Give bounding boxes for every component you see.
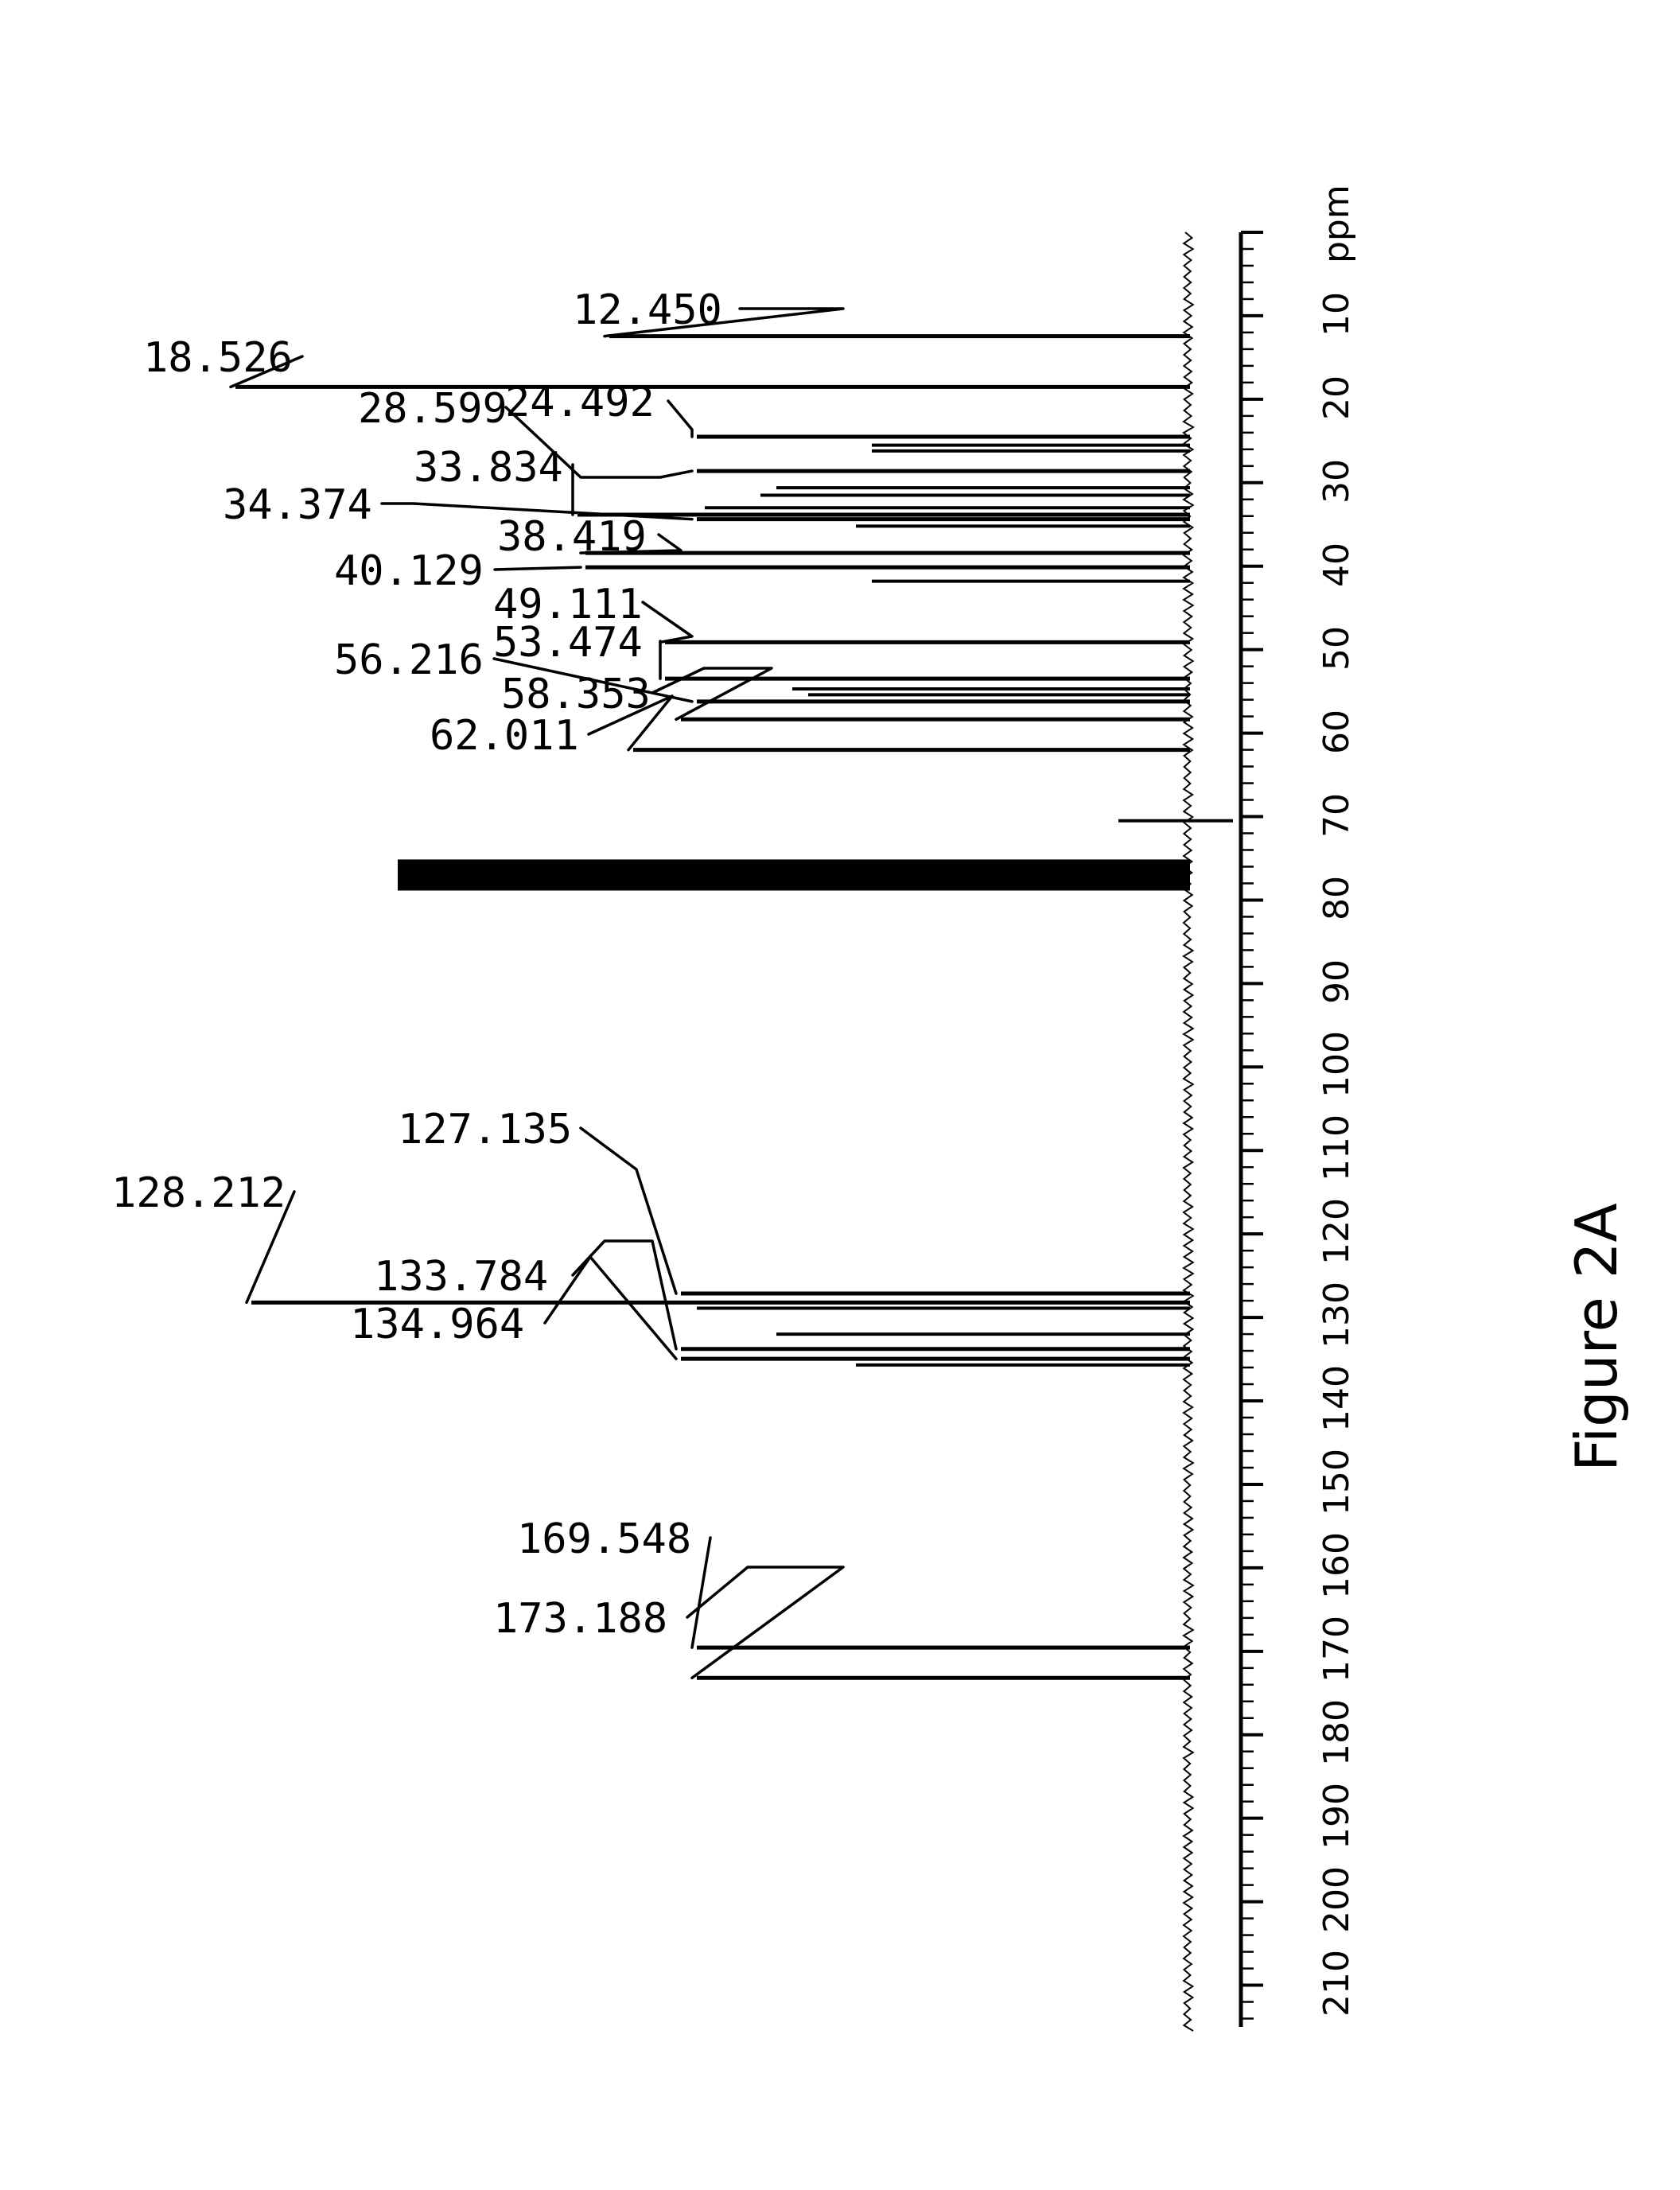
axis-tick-label: 130 <box>1316 1282 1357 1348</box>
peak-label: 169.548 <box>517 1515 691 1563</box>
axis-tick-label: 170 <box>1316 1616 1357 1682</box>
axis-unit-label: ppm <box>1316 185 1357 263</box>
axis-tick-label: 140 <box>1316 1365 1357 1432</box>
figure-caption: Figure 2A <box>1563 1203 1630 1472</box>
peak-label: 128.212 <box>111 1169 286 1217</box>
axis-tick-label: 150 <box>1316 1449 1357 1515</box>
axis-tick-label: 110 <box>1316 1114 1357 1181</box>
axis-tick-label: 100 <box>1316 1031 1357 1098</box>
peak-label: 173.188 <box>493 1595 667 1643</box>
axis-tick-label: 30 <box>1316 459 1357 504</box>
peak-label: 134.964 <box>350 1301 524 1348</box>
peak-label: 34.374 <box>223 481 372 529</box>
axis-tick-label: 190 <box>1316 1783 1357 1850</box>
axis-tick-label: 120 <box>1316 1198 1357 1265</box>
axis-tick-label: 50 <box>1316 626 1357 671</box>
peak-label: 56.216 <box>334 636 484 684</box>
peak-label: 33.834 <box>414 444 563 492</box>
axis-tick-label: 210 <box>1316 1950 1357 2017</box>
peak-label: 40.129 <box>334 547 484 595</box>
peak-label: 53.474 <box>493 619 643 667</box>
axis-tick-label: 60 <box>1316 710 1357 754</box>
axis-tick-label: 20 <box>1316 375 1357 420</box>
axis-tick-label: 10 <box>1316 292 1357 336</box>
axis-tick-label: 180 <box>1316 1699 1357 1766</box>
axis-tick-label: 70 <box>1316 793 1357 838</box>
peak-label: 127.135 <box>398 1106 572 1153</box>
peak-label: 12.450 <box>573 286 722 334</box>
axis-tick-label: 80 <box>1316 876 1357 920</box>
axis-tick-label: 160 <box>1316 1532 1357 1599</box>
peak-label: 133.784 <box>374 1253 548 1301</box>
peak-label: 28.599 <box>358 385 508 433</box>
axis-tick-label: 40 <box>1316 543 1357 587</box>
peak-label: 62.011 <box>430 712 579 760</box>
peak-label: 18.526 <box>143 334 293 382</box>
peak-label: 58.353 <box>501 671 651 718</box>
peak-label: 24.492 <box>505 379 655 426</box>
axis-tick-label: 90 <box>1316 959 1357 1004</box>
peak-label: 38.419 <box>497 513 647 561</box>
axis-tick-label: 200 <box>1316 1866 1357 1933</box>
